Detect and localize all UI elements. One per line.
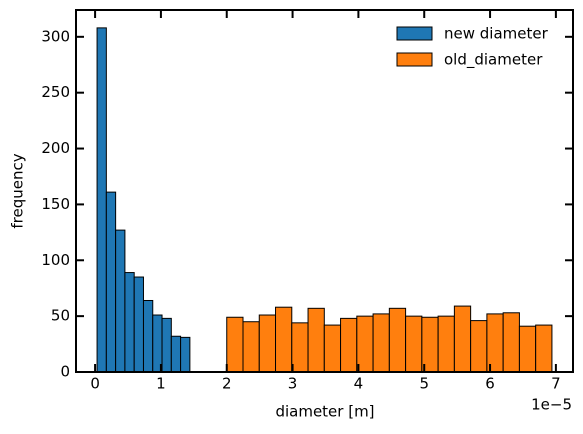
x-tick-label: 5 xyxy=(419,375,429,393)
legend-label: new diameter xyxy=(444,25,549,43)
x-tick-label: 7 xyxy=(551,375,561,393)
histogram-bar xyxy=(96,27,107,373)
histogram-bar xyxy=(388,307,407,373)
histogram-bar xyxy=(405,315,423,373)
histogram-bar xyxy=(275,306,293,373)
y-tick-label: 0 xyxy=(60,363,70,381)
x-tick-label: 2 xyxy=(222,375,232,393)
histogram-bar xyxy=(161,317,172,373)
x-offset-label: 1e−5 xyxy=(531,396,572,414)
histogram-bar xyxy=(152,314,163,373)
histogram-bar xyxy=(486,313,504,373)
x-tick-label: 1 xyxy=(156,375,166,393)
x-tick-label: 6 xyxy=(485,375,495,393)
histogram-bar xyxy=(453,305,472,373)
histogram-bar xyxy=(323,324,342,373)
y-tick-label: 200 xyxy=(41,139,70,157)
histogram-bar xyxy=(242,321,260,373)
x-tick-label: 3 xyxy=(288,375,298,393)
histogram-bar xyxy=(133,276,144,373)
axes-frame xyxy=(75,9,574,373)
y-tick-label: 300 xyxy=(41,27,70,45)
histogram-bar xyxy=(291,322,309,373)
histogram-bar xyxy=(307,307,325,373)
x-tick-label: 4 xyxy=(354,375,364,393)
histogram-bar xyxy=(115,229,126,373)
histogram-bar xyxy=(142,299,154,373)
histogram-bar xyxy=(180,336,191,373)
histogram-bar xyxy=(226,316,244,373)
legend-swatch xyxy=(396,26,433,41)
y-tick-label: 100 xyxy=(41,251,70,269)
histogram-bar xyxy=(470,320,488,373)
histogram-bar xyxy=(340,317,358,373)
y-axis-label: frequency xyxy=(9,153,27,228)
histogram-bar xyxy=(124,272,135,373)
histogram-bar xyxy=(437,315,455,373)
histogram-bar xyxy=(170,335,182,373)
legend-swatch xyxy=(396,52,433,67)
y-tick-label: 250 xyxy=(41,83,70,101)
x-tick-label: 0 xyxy=(90,375,100,393)
histogram-bar xyxy=(372,313,390,373)
histogram-bar xyxy=(105,191,117,373)
x-axis-label: diameter [m] xyxy=(275,403,374,421)
legend-label: old_diameter xyxy=(444,51,543,70)
histogram-bar xyxy=(421,316,439,373)
histogram-bar xyxy=(502,312,520,373)
histogram-bar xyxy=(356,315,374,373)
y-tick-label: 50 xyxy=(51,307,70,325)
histogram-bar xyxy=(258,314,277,373)
histogram-bar xyxy=(535,324,553,373)
histogram-bar xyxy=(518,325,537,373)
y-tick-label: 150 xyxy=(41,195,70,213)
